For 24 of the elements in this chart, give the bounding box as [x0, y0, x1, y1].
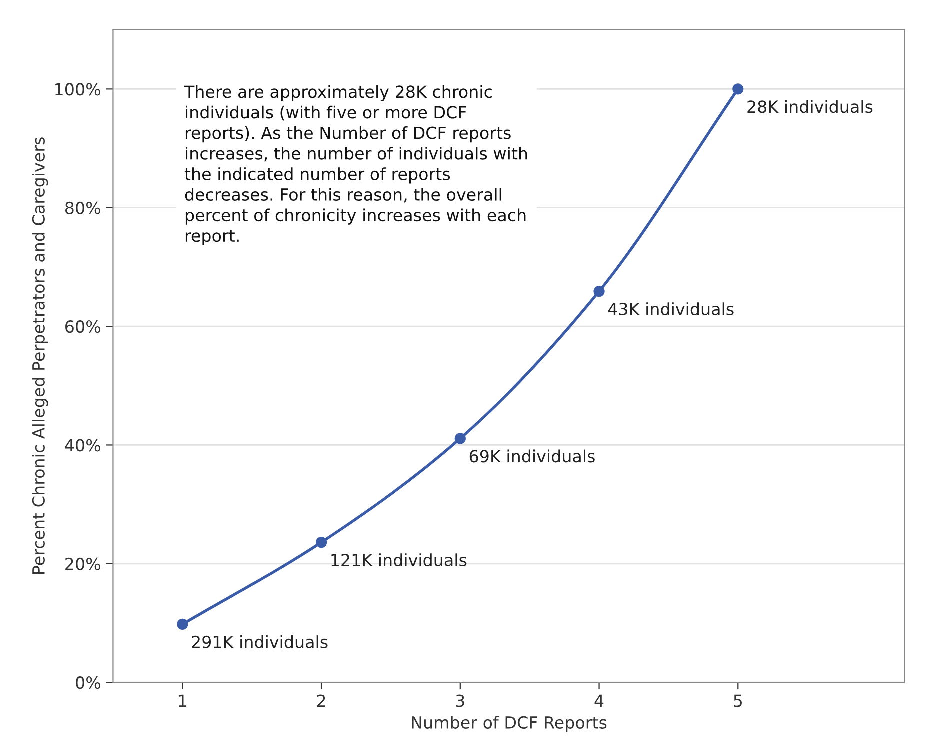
annotation: 43K individuals	[608, 302, 734, 316]
x-tick-label: 3	[456, 694, 464, 708]
x-tick-label: 5	[734, 694, 742, 708]
annotation: 291K individuals	[192, 636, 328, 648]
y-tick-label: 20%	[66, 558, 100, 570]
point	[594, 286, 605, 298]
y-tick-label: 60%	[66, 320, 100, 334]
annotation: There are approximately 28K chronic individuals (with five or more DCF reports). As the Number of DCF reports increases, the number of individuals with the indicated number of reports decreases. For this reason, the overall percent of chronicity increases with each report.	[184, 85, 528, 246]
x-tick-label: 1	[179, 694, 186, 708]
point	[454, 433, 466, 444]
y-tick-label: 80%	[65, 202, 100, 214]
x-tick-label: 4	[594, 694, 604, 708]
y-tick-label: 40%	[65, 439, 100, 452]
point	[177, 618, 188, 630]
x-tick-label: 2	[317, 694, 326, 708]
point	[732, 84, 744, 95]
annotation: 121K individuals	[332, 554, 467, 567]
annotation: 69K individuals	[470, 450, 595, 463]
annotation: 28K individuals	[748, 100, 873, 114]
y-tick-label: 0%	[76, 676, 100, 690]
y-axis-title: Percent Chronic Alleged Perpetrators and Caregivers	[32, 138, 48, 574]
x-axis-title: Number of DCF Reports	[412, 716, 607, 732]
point	[316, 536, 328, 548]
y-tick-label: 100%	[56, 83, 100, 96]
